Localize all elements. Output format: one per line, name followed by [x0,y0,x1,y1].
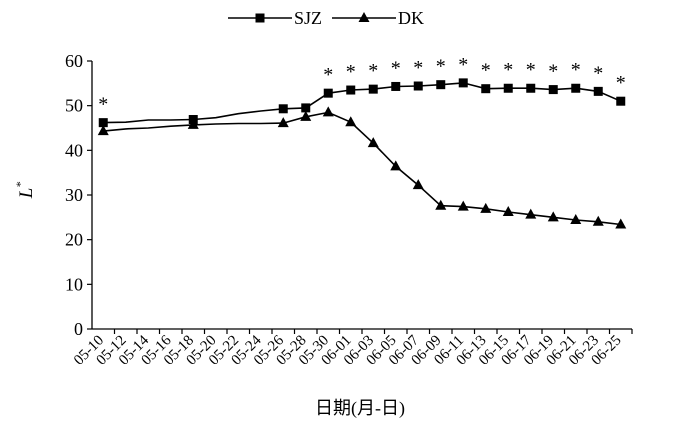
legend-item-sjz: SJZ [228,8,322,28]
legend-label: SJZ [294,8,322,28]
data-point-sjz [278,104,288,114]
data-point-dk [367,137,379,148]
legend-label: DK [398,8,424,28]
data-point-sjz [413,81,423,91]
significance-star: * [413,57,423,79]
significance-star: * [481,60,491,82]
data-point-dk [435,199,447,210]
data-point-dk [592,215,604,226]
y-tick-label: 10 [65,274,83,294]
series-dk [97,106,627,229]
x-axis-label: 日期(月-日) [315,398,405,419]
significance-star: * [616,72,626,94]
data-point-sjz [503,83,513,93]
data-point-dk [277,117,289,128]
data-point-dk [390,160,402,171]
significance-star: * [323,64,333,86]
data-point-dk [570,214,582,225]
series-line-dk [103,111,621,226]
significance-star: * [571,59,581,81]
significance-star: * [458,54,468,76]
y-axis-label: L* [13,182,37,200]
data-point-sjz [458,78,468,88]
significance-star: * [548,61,558,83]
data-point-sjz [436,80,446,90]
legend-marker-triangle [358,12,370,22]
significance-star: * [368,60,378,82]
x-axis: 05-1005-1205-1405-1605-1805-2005-2205-24… [71,328,633,369]
significance-layer: * * * * * * * * * * * * * * * [98,54,626,116]
y-tick-label: 40 [65,140,83,160]
data-point-sjz [481,84,491,94]
significance-star: * [98,94,108,116]
data-point-dk [300,110,312,121]
significance-star: * [526,59,536,81]
data-point-dk [457,200,469,211]
data-point-dk [97,125,109,136]
data-point-dk [615,218,627,229]
y-tick-label: 60 [65,51,83,71]
data-point-sjz [593,86,603,96]
y-tick-label: 50 [65,96,83,116]
data-point-dk [525,208,537,219]
significance-star: * [346,61,356,83]
data-point-dk [502,205,514,216]
data-point-sjz [526,83,536,93]
y-tick-label: 20 [65,230,83,250]
y-tick-label: 30 [65,185,83,205]
legend-marker-square [255,13,265,23]
y-tick-label: 0 [74,319,83,339]
significance-star: * [391,57,401,79]
data-point-sjz [548,85,558,95]
data-point-dk [480,202,492,213]
data-point-sjz [616,96,626,106]
data-point-dk [547,211,559,222]
legend-item-dk: DK [332,8,424,28]
data-point-sjz [301,103,311,113]
y-axis: 0 10 20 30 40 50 60 [65,51,93,339]
data-point-dk [412,179,424,190]
data-point-sjz [571,83,581,93]
data-point-sjz [391,81,401,91]
data-point-dk [345,116,357,127]
data-point-sjz [98,118,108,128]
series-line-sjz [103,82,622,124]
significance-star: * [503,59,513,81]
data-point-sjz [368,84,378,94]
series-layer [97,78,627,229]
data-point-dk [187,118,199,129]
data-point-sjz [323,88,333,98]
significance-star: * [436,56,446,78]
legend: SJZ DK [228,8,424,28]
data-point-sjz [346,85,356,95]
series-sjz [98,78,626,128]
significance-star: * [593,62,603,84]
data-point-dk [322,106,334,117]
